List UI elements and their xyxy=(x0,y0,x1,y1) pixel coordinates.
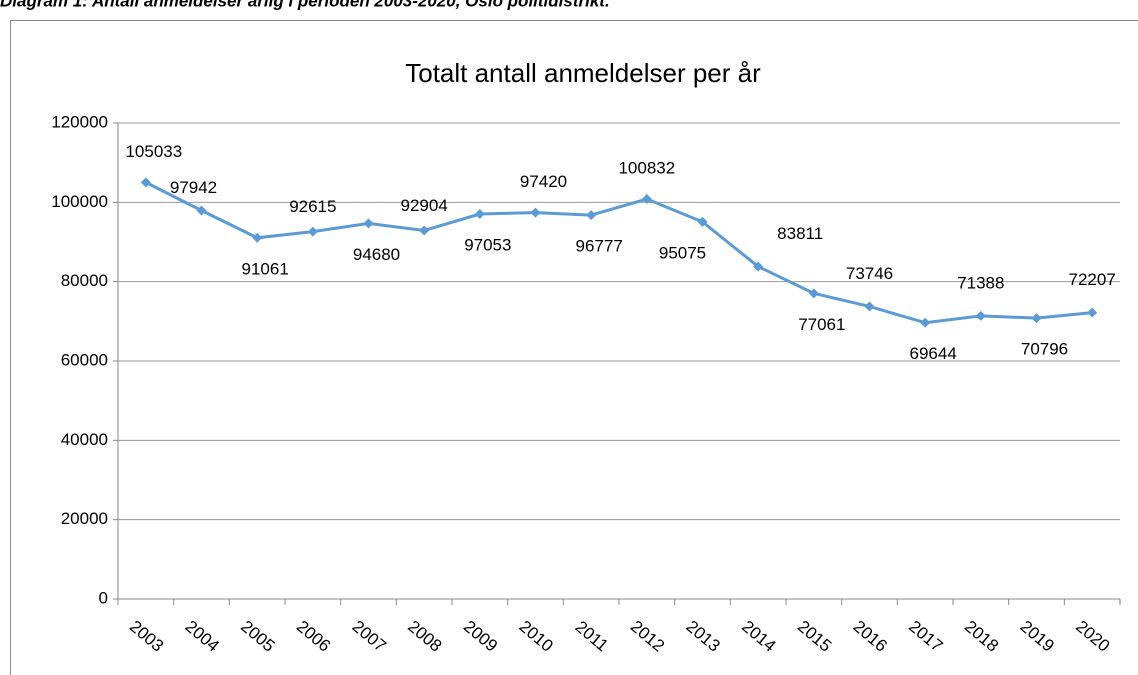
x-tick-label: 2015 xyxy=(794,617,835,656)
data-label: 97053 xyxy=(464,236,511,255)
data-label: 95075 xyxy=(659,243,706,262)
y-tick-label: 20000 xyxy=(61,509,108,528)
x-tick-label: 2004 xyxy=(182,617,223,656)
data-marker xyxy=(140,177,151,188)
y-tick-label: 40000 xyxy=(61,430,108,449)
x-tick-label: 2016 xyxy=(850,617,891,656)
y-tick-label: 80000 xyxy=(61,271,108,290)
x-tick-label: 2010 xyxy=(516,617,557,656)
data-marker xyxy=(363,218,374,229)
x-tick-label: 2011 xyxy=(572,617,612,655)
data-label: 70796 xyxy=(1021,340,1068,359)
x-tick-label: 2009 xyxy=(460,617,501,656)
data-marker xyxy=(307,226,318,237)
x-tick-label: 2012 xyxy=(627,617,668,656)
data-label: 105033 xyxy=(125,142,182,161)
x-tick-label: 2003 xyxy=(126,617,167,656)
data-marker xyxy=(1087,307,1098,318)
data-marker xyxy=(1031,313,1042,324)
data-label: 96777 xyxy=(576,237,623,256)
y-tick-label: 0 xyxy=(99,588,108,607)
x-tick-label: 2019 xyxy=(1017,617,1058,656)
data-label: 97942 xyxy=(170,178,217,197)
data-label: 73746 xyxy=(846,264,893,283)
x-tick-label: 2006 xyxy=(293,617,334,656)
data-marker xyxy=(753,261,764,272)
y-tick-label: 120000 xyxy=(51,112,108,131)
data-marker xyxy=(641,194,652,205)
data-label: 71388 xyxy=(957,273,1004,292)
data-marker xyxy=(196,205,207,216)
data-label: 92615 xyxy=(289,197,336,216)
x-tick-label: 2020 xyxy=(1072,617,1113,656)
data-label: 97420 xyxy=(520,172,567,191)
data-marker xyxy=(975,310,986,321)
x-tick-label: 2008 xyxy=(404,617,445,656)
data-marker xyxy=(586,210,597,221)
chart-frame xyxy=(10,20,1138,675)
y-tick-label: 100000 xyxy=(51,192,108,211)
x-tick-label: 2005 xyxy=(237,617,278,656)
data-marker xyxy=(252,232,263,243)
data-label: 94680 xyxy=(353,245,400,264)
x-tick-label: 2014 xyxy=(738,617,779,656)
x-tick-label: 2013 xyxy=(683,617,724,656)
data-label: 100832 xyxy=(618,159,675,178)
data-marker xyxy=(530,207,541,218)
data-line xyxy=(145,181,1093,325)
data-marker xyxy=(474,209,485,220)
data-label: 72207 xyxy=(1069,270,1116,289)
y-tick-label: 60000 xyxy=(61,350,108,369)
data-label: 92904 xyxy=(401,196,448,215)
data-marker xyxy=(864,301,875,312)
data-marker xyxy=(419,225,430,236)
data-marker xyxy=(697,216,708,227)
data-label: 83811 xyxy=(777,224,823,243)
chart-title: Totalt antall anmeldelser per år xyxy=(405,58,761,88)
x-tick-label: 2018 xyxy=(961,617,1002,656)
data-marker xyxy=(920,317,931,328)
data-label: 69644 xyxy=(910,344,957,363)
x-tick-label: 2017 xyxy=(905,617,946,656)
x-tick-label: 2007 xyxy=(349,617,390,656)
data-marker xyxy=(808,288,819,299)
data-label: 91061 xyxy=(242,259,289,278)
caption: Diagram 1: Antall anmeldelser årlig i pe… xyxy=(0,0,610,10)
data-label: 77061 xyxy=(798,315,845,334)
